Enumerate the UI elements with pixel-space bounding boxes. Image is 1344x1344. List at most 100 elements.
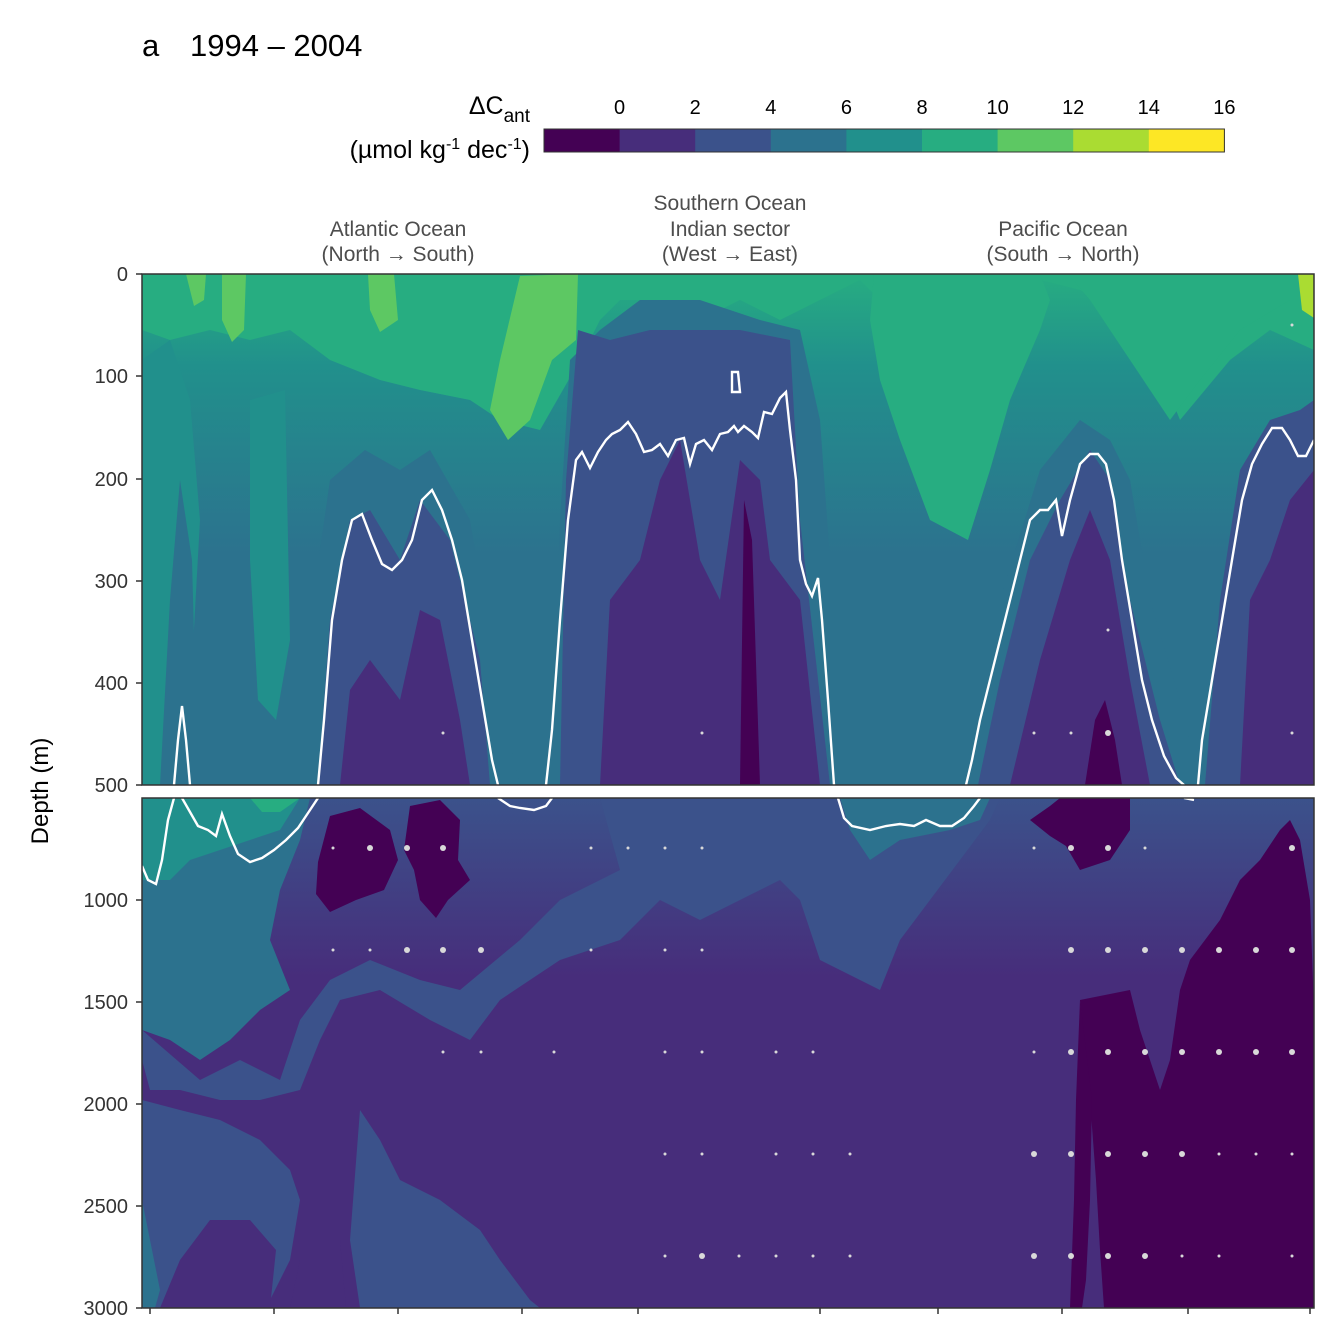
- legend-title: ΔCant: [469, 92, 531, 127]
- stipple-dot: [663, 948, 667, 952]
- stipple-dot: [1253, 1049, 1259, 1055]
- stipple-dot: [367, 845, 373, 851]
- colorbar-swatch-1: [619, 129, 696, 152]
- section-indian: Southern Ocean Indian sector (West → Eas…: [654, 192, 807, 266]
- y-axis-label: Depth (m): [27, 738, 54, 845]
- colorbar-swatch-3: [770, 129, 847, 152]
- stipple-dot: [331, 846, 335, 850]
- stipple-dot: [1031, 1151, 1037, 1157]
- colorbar-swatch-6: [997, 129, 1074, 152]
- colorbar: 0 2 4 6 8 10 12 14 16: [543, 97, 1236, 153]
- section-indian-name: Southern Ocean: [654, 192, 807, 215]
- stipple-dot: [1032, 731, 1036, 735]
- upper-pac-dome-purple: [1010, 510, 1150, 785]
- lower-atl-dark-1: [316, 808, 398, 912]
- colorbar-tick-8: 8: [916, 97, 927, 119]
- stipple-dot: [1105, 1253, 1111, 1259]
- colorbar-border: [543, 128, 1225, 153]
- colorbar-swatch-4: [846, 129, 923, 152]
- upper-panel-border: [141, 273, 1315, 786]
- colorbar-swatch-2: [695, 129, 772, 152]
- stipple-dot: [774, 1254, 778, 1258]
- upper-green-patch-3: [368, 274, 398, 332]
- stipple-dot: [1142, 1253, 1148, 1259]
- stipple-dot: [1105, 730, 1111, 736]
- colorbar-tick-14: 14: [1138, 97, 1160, 119]
- y-tick-label-100: 100: [95, 366, 128, 388]
- stipple-dot: [1290, 323, 1294, 327]
- stipple-dot: [1289, 947, 1295, 953]
- stipple-dot: [1105, 845, 1111, 851]
- lower-bottom-purple-2: [290, 1230, 346, 1308]
- lower-pac-dark-right-col: [1070, 1000, 1092, 1308]
- upper-green-patch-5: [1298, 274, 1314, 318]
- lower-left-green: [250, 798, 300, 812]
- stipple-dot: [1105, 1049, 1111, 1055]
- stipple-dot: [1253, 947, 1259, 953]
- stipple-dot: [663, 1254, 667, 1258]
- stipple-dot: [1289, 845, 1295, 851]
- stipple-dot: [1068, 1253, 1074, 1259]
- upper-left-blue: [160, 480, 198, 785]
- stipple-dot: [737, 1254, 741, 1258]
- y-tick-label-2000: 2000: [84, 1094, 129, 1116]
- upper-isoline: [172, 370, 1314, 785]
- lower-panel: [142, 798, 1314, 1308]
- colorbar-tick-12: 12: [1062, 97, 1084, 119]
- section-atlantic-name: Atlantic Ocean: [330, 218, 467, 241]
- stipple-dot: [1032, 1050, 1036, 1054]
- stipple-dot: [1068, 1049, 1074, 1055]
- stipple-dot: [811, 1254, 815, 1258]
- stipple-dot: [1106, 628, 1110, 632]
- stipple-dot: [479, 1050, 483, 1054]
- stipple-dot: [552, 1050, 556, 1054]
- upper-atl-dome-purple: [340, 610, 470, 785]
- stipple-dot: [848, 1152, 852, 1156]
- lower-isoline: [142, 798, 1195, 886]
- stipple-dot: [589, 948, 593, 952]
- stipple-dot: [848, 1254, 852, 1258]
- stipple-dot: [1031, 1253, 1037, 1259]
- colorbar-tick-6: 6: [841, 97, 852, 119]
- colorbar-tick-2: 2: [690, 97, 701, 119]
- stipple-dot: [1143, 846, 1147, 850]
- stipple-dot: [700, 846, 704, 850]
- stipple-dot: [700, 1050, 704, 1054]
- lower-pac-dark-large: [1080, 820, 1314, 1308]
- stipple-dot: [1179, 947, 1185, 953]
- stipple-dot: [1142, 947, 1148, 953]
- x-axis-ticks: [149, 1308, 1311, 1314]
- y-tick-label-2500: 2500: [84, 1196, 129, 1218]
- stipple-dot: [811, 1050, 815, 1054]
- lower-atl-dark-2: [404, 800, 470, 918]
- y-tick-label-1500: 1500: [84, 992, 129, 1014]
- stipple-dot: [1290, 731, 1294, 735]
- upper-panel: [142, 274, 1314, 785]
- stipple-dot: [663, 846, 667, 850]
- stipple-dot: [1068, 947, 1074, 953]
- upper-ind-purple: [600, 440, 820, 785]
- section-atlantic: Atlantic Ocean (North → South): [322, 218, 475, 266]
- colorbar-swatch-7: [1073, 129, 1150, 152]
- lower-bottom-indigo-2: [350, 1110, 540, 1308]
- stipple-dot: [1142, 1151, 1148, 1157]
- upper-green-patch-1: [186, 274, 206, 306]
- legend-unit: (µmol kg-1 dec-1): [350, 136, 530, 164]
- y-axis-lower: 1000 1500 2000 2500 3000: [84, 890, 142, 1320]
- panel-label: a: [142, 28, 160, 63]
- colorbar-swatch-8: [1148, 129, 1225, 152]
- stipple-dot: [774, 1152, 778, 1156]
- stipple-dot: [1216, 1049, 1222, 1055]
- stipple-dot: [440, 845, 446, 851]
- stipple-dot: [811, 1152, 815, 1156]
- upper-green-patch-4: [490, 274, 578, 440]
- stipple-dot: [699, 1253, 705, 1259]
- y-axis-upper: 0 100 200 300 400 500: [95, 264, 142, 797]
- y-tick-label-1000: 1000: [84, 890, 129, 912]
- stipple-dot: [441, 731, 445, 735]
- stipple-dot: [331, 948, 335, 952]
- lower-blue-band: [142, 798, 1000, 1100]
- stipple-dot: [441, 1050, 445, 1054]
- stipple-dot: [1068, 1151, 1074, 1157]
- lower-pac-dark-top: [1030, 798, 1130, 870]
